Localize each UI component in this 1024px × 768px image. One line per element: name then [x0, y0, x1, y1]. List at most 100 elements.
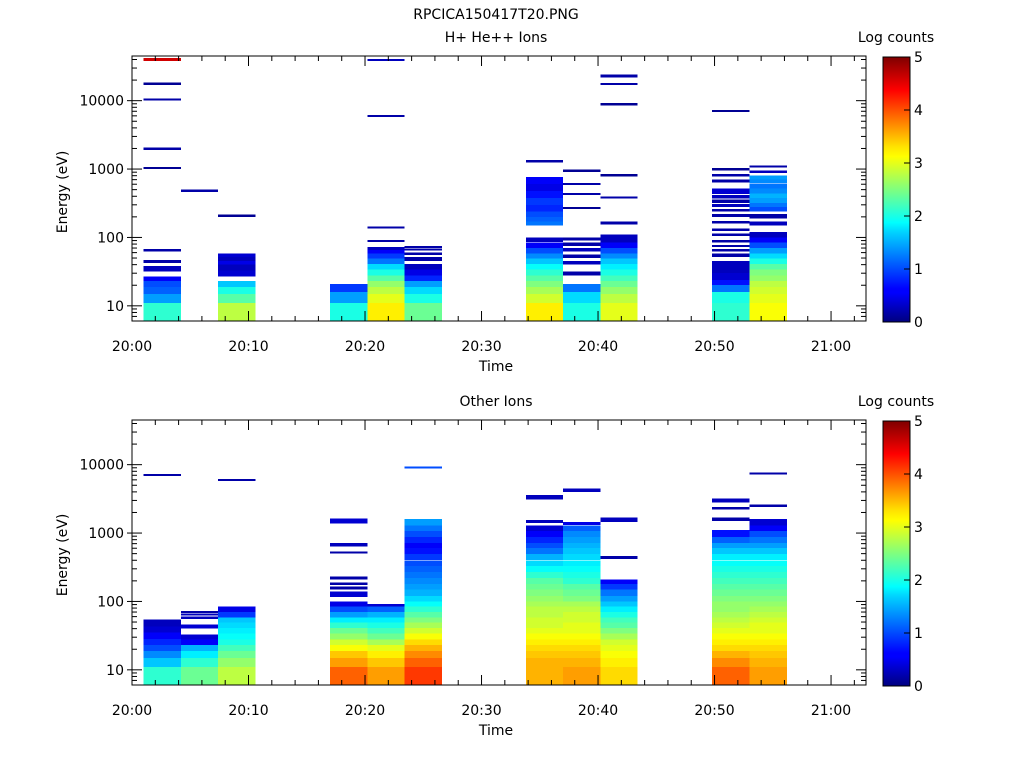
panel-2-colorbar-label: Log counts: [858, 394, 934, 410]
heatmap-cell: [749, 253, 787, 259]
heatmap-cell: [563, 584, 601, 590]
heatmap-cell: [525, 258, 564, 264]
figure-title: RPCICA150417T20.PNG: [413, 7, 578, 23]
heatmap-cell: [180, 645, 219, 651]
heatmap-cell: [749, 560, 787, 566]
heatmap-cell: [600, 584, 638, 590]
heatmap-cell: [563, 283, 601, 292]
x-tick-label: 20:20: [345, 339, 385, 355]
heatmap-cell: [600, 74, 638, 78]
heatmap-cell: [712, 174, 750, 177]
heatmap-cell: [367, 258, 405, 264]
panel-1-x-label: Time: [478, 359, 513, 375]
y-tick-label: 100: [97, 594, 124, 610]
heatmap-cell: [330, 612, 368, 618]
heatmap-cell: [712, 601, 750, 607]
heatmap-cell: [525, 542, 564, 549]
heatmap-cell: [600, 263, 638, 270]
heatmap-cell: [600, 657, 638, 667]
heatmap-cell: [749, 197, 787, 203]
colorbar-tick-label: 0: [914, 679, 923, 695]
heatmap-cell: [180, 650, 219, 658]
panel-1-heatmap-cells: [143, 58, 787, 321]
heatmap-cell: [367, 281, 405, 287]
heatmap-cell: [525, 184, 564, 191]
y-tick-label: 1000: [88, 526, 124, 542]
heatmap-cell: [525, 293, 564, 303]
heatmap-cell: [712, 571, 750, 578]
heatmap-cell: [180, 657, 219, 667]
heatmap-cell: [600, 248, 638, 254]
heatmap-cell: [712, 617, 750, 623]
heatmap-cell: [180, 634, 219, 640]
heatmap-cell: [712, 645, 750, 651]
heatmap-cell: [563, 530, 601, 537]
heatmap-cell: [218, 639, 256, 645]
heatmap-cell: [712, 291, 750, 303]
heatmap-cell: [600, 639, 638, 645]
heatmap-cell: [367, 293, 405, 303]
heatmap-cell: [525, 160, 564, 163]
heatmap-cell: [404, 548, 442, 555]
heatmap-cell: [749, 472, 787, 475]
heatmap-cell: [330, 303, 368, 321]
heatmap-cell: [600, 258, 638, 264]
heatmap-cell: [367, 622, 405, 628]
heatmap-cell: [404, 519, 442, 526]
heatmap-cell: [218, 281, 256, 287]
heatmap-cell: [404, 596, 442, 602]
heatmap-cell: [749, 237, 787, 243]
heatmap-cell: [330, 551, 368, 554]
heatmap-cell: [330, 518, 368, 524]
heatmap-cell: [330, 283, 368, 292]
heatmap-cell: [712, 303, 750, 321]
heatmap-cell: [563, 589, 601, 596]
heatmap-cell: [712, 167, 750, 171]
heatmap-cell: [600, 196, 638, 199]
heatmap-cell: [404, 566, 442, 572]
heatmap-cell: [525, 190, 564, 198]
heatmap-cell: [525, 286, 564, 294]
heatmap-cell: [712, 650, 750, 658]
heatmap-cell: [749, 548, 787, 555]
heatmap-cell: [563, 542, 601, 549]
heatmap-cell: [749, 242, 787, 248]
heatmap-cell: [563, 192, 601, 195]
heatmap-cell: [712, 179, 750, 183]
heatmap-cell: [525, 560, 564, 566]
heatmap-cell: [218, 303, 256, 321]
heatmap-cell: [143, 58, 181, 61]
heatmap-cell: [600, 253, 638, 259]
heatmap-cell: [563, 554, 601, 561]
heatmap-cell: [525, 633, 564, 640]
heatmap-cell: [143, 259, 181, 264]
heatmap-cell: [367, 645, 405, 651]
heatmap-cell: [712, 578, 750, 584]
heatmap-cell: [712, 203, 750, 207]
heatmap-cell: [218, 650, 256, 658]
heatmap-cell: [600, 589, 638, 596]
colorbar-tick-label: 5: [914, 50, 923, 66]
heatmap-cell: [600, 286, 638, 294]
heatmap-cell: [712, 507, 750, 510]
heatmap-cell: [749, 221, 787, 226]
heatmap-cell: [404, 252, 442, 256]
heatmap-cell: [525, 578, 564, 584]
heatmap-cell: [404, 560, 442, 566]
heatmap-cell: [143, 474, 181, 477]
x-tick-label: 21:00: [811, 703, 851, 719]
heatmap-cell: [330, 606, 368, 612]
heatmap-cell: [404, 617, 442, 623]
heatmap-cell: [330, 622, 368, 628]
heatmap-cell: [712, 633, 750, 640]
heatmap-cell: [749, 566, 787, 572]
heatmap-cell: [525, 248, 564, 254]
heatmap-cell: [330, 627, 368, 634]
heatmap-cell: [712, 612, 750, 618]
heatmap-cell: [563, 291, 601, 303]
heatmap-cell: [404, 606, 442, 612]
heatmap-cell: [712, 220, 750, 224]
heatmap-cell: [525, 639, 564, 645]
heatmap-cell: [563, 303, 601, 321]
heatmap-cell: [367, 603, 405, 607]
